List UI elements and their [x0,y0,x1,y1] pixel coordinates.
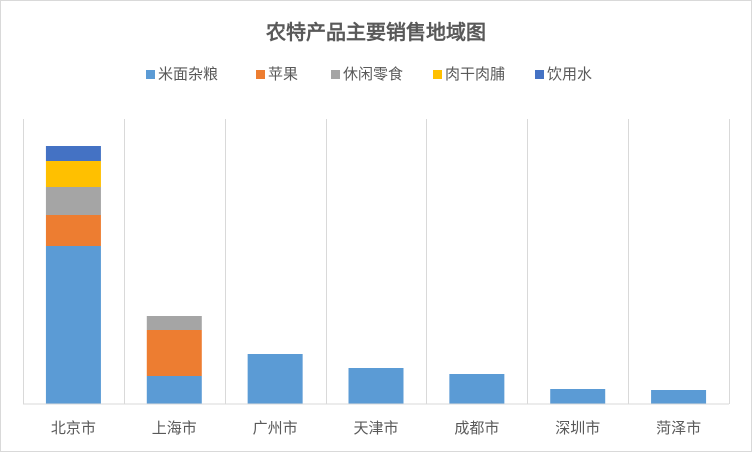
legend: 米面杂粮 苹果 休闲零食 肉干肉脯 饮用水 [146,65,592,83]
legend-label: 休闲零食 [343,65,403,83]
bar-segment [45,187,101,215]
x-tick-label: 成都市 [454,419,499,437]
bar-segment [45,146,101,161]
legend-swatch [535,70,544,79]
chart-title: 农特产品主要销售地域图 [265,20,486,44]
bar-segment [45,246,101,404]
legend-swatch [331,70,340,79]
x-tick-label: 广州市 [253,419,298,437]
legend-label: 苹果 [268,65,298,83]
bar-segment [45,161,101,187]
bar-segment [550,389,606,404]
legend-swatch [433,70,442,79]
bars [45,146,707,404]
bar-segment [146,330,202,376]
bar-segment [651,390,707,404]
legend-swatch [256,70,265,79]
legend-swatch [146,70,155,79]
legend-label: 米面杂粮 [158,65,218,83]
bar-segment [45,215,101,246]
x-tick-label: 菏泽市 [656,419,701,437]
x-tick-label: 北京市 [51,419,96,437]
category-gridlines [23,119,730,404]
legend-label: 肉干肉脯 [445,65,505,83]
bar-segment [348,368,404,404]
x-tick-label: 深圳市 [555,419,600,437]
bar-segment [449,374,505,404]
bar-segment [247,354,303,404]
bar-segment [146,316,202,330]
x-tick-label: 天津市 [353,419,398,437]
x-tick-label: 上海市 [152,419,197,437]
legend-label: 饮用水 [547,65,592,83]
bar-segment [146,376,202,404]
x-tick-labels: 北京市 上海市 广州市 天津市 成都市 深圳市 菏泽市 [51,419,701,437]
